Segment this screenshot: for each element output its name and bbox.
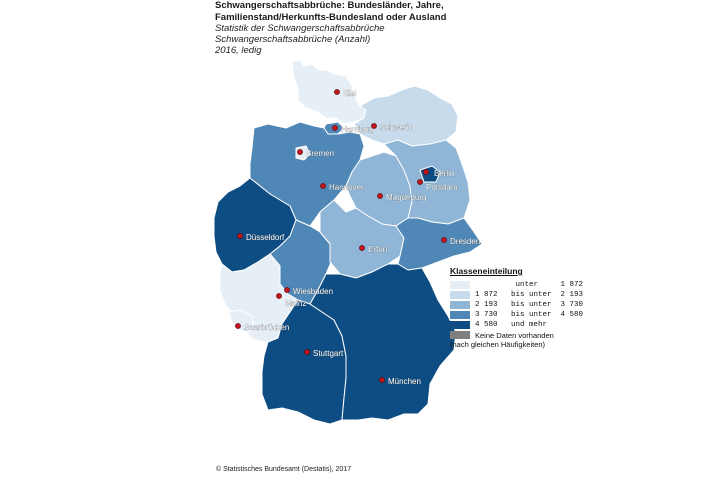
city-marker-erfurt — [359, 245, 365, 251]
subtitle-line2: Schwangerschaftsabbrüche (Anzahl) — [215, 34, 371, 45]
city-label-wiesbaden: Wiesbaden — [293, 287, 333, 296]
city-marker-hamburg — [332, 125, 338, 131]
legend-swatch-5 — [450, 321, 470, 329]
city-marker-potsdam — [417, 179, 423, 185]
legend: Klasseneinteilung unter 1 872 1 872 bis … — [450, 266, 640, 349]
city-label-erfurt: Erfurt — [368, 245, 388, 254]
city-label-hannover: Hannover — [329, 183, 364, 192]
city-marker-magdeburg — [377, 193, 383, 199]
copyright-footer: © Statistisches Bundesamt (Destatis), 20… — [216, 466, 352, 473]
city-label-hamburg: Hamburg — [341, 125, 374, 134]
legend-swatch-1 — [450, 281, 470, 289]
city-marker-stuttgart — [304, 349, 310, 355]
chart-title-line1: Schwangerschaftsabbrüche: Bundesländer, … — [215, 0, 444, 11]
city-marker-mainz — [276, 293, 282, 299]
subtitle-line1: Statistik der Schwangerschaftsabbrüche — [215, 23, 385, 34]
city-label-schwerin: Schwerin — [380, 123, 413, 132]
city-label-bremen: Bremen — [306, 149, 334, 158]
city-marker-muenchen — [379, 377, 385, 383]
legend-title: Klasseneinteilung — [450, 266, 523, 276]
legend-note: (nach gleichen Häufigkeiten) — [450, 340, 546, 349]
legend-label-5: 4 580 und mehr — [475, 321, 548, 329]
legend-label-2: 1 872 bis unter 2 193 — [475, 291, 584, 299]
legend-label-nodata: Keine Daten vorhanden — [475, 330, 554, 340]
city-label-potsdam: Potsdam — [426, 183, 458, 192]
legend-label-1: unter 1 872 — [475, 281, 584, 289]
city-label-dresden: Dresden — [450, 237, 480, 246]
city-marker-saarbruecken — [235, 323, 241, 329]
legend-row-2: 1 872 bis unter 2 193 — [450, 290, 640, 300]
city-label-saarbruecken: Saarbrücken — [244, 323, 289, 332]
legend-row-5: 4 580 und mehr — [450, 320, 640, 330]
city-marker-berlin — [423, 169, 429, 175]
city-label-muenchen: München — [388, 377, 421, 386]
city-label-stuttgart: Stuttgart — [313, 349, 344, 358]
city-label-berlin: Berlin — [434, 169, 454, 178]
title-block: Schwangerschaftsabbrüche: Bundesländer, … — [215, 0, 635, 56]
chart-title-line2: Familienstand/Herkunfts-Bundesland oder … — [215, 11, 447, 23]
city-marker-bremen — [297, 149, 303, 155]
legend-swatch-2 — [450, 291, 470, 299]
legend-row-3: 2 193 bis unter 3 730 — [450, 300, 640, 310]
region-sachsen[interactable] — [395, 217, 483, 271]
city-marker-hannover — [320, 183, 326, 189]
subtitle-line3: 2016, ledig — [215, 45, 262, 56]
city-marker-dresden — [441, 237, 447, 243]
city-label-magdeburg: Magdeburg — [386, 193, 426, 202]
region-bayern[interactable] — [309, 263, 457, 421]
legend-swatch-4 — [450, 311, 470, 319]
legend-row-nodata: Keine Daten vorhanden — [450, 330, 640, 340]
legend-swatch-3 — [450, 301, 470, 309]
region-saarland[interactable] — [227, 309, 255, 333]
city-layer: Kiel Hamburg Schwerin Bremen Hannover Berlin P… — [235, 89, 480, 386]
legend-swatch-nodata — [450, 331, 470, 339]
city-marker-kiel — [334, 89, 340, 95]
legend-label-3: 2 193 bis unter 3 730 — [475, 301, 584, 309]
legend-row-1: unter 1 872 — [450, 280, 640, 290]
city-marker-wiesbaden — [284, 287, 290, 293]
city-label-kiel: Kiel — [343, 89, 357, 98]
legend-row-4: 3 730 bis unter 4 580 — [450, 310, 640, 320]
legend-label-4: 3 730 bis unter 4 580 — [475, 311, 584, 319]
city-label-duesseldorf: Düsseldorf — [246, 233, 285, 242]
region-mecklenburg-vorpommern[interactable] — [353, 85, 459, 147]
city-label-mainz: Mainz — [285, 299, 306, 308]
city-marker-duesseldorf — [237, 233, 243, 239]
city-marker-schwerin — [371, 123, 377, 129]
